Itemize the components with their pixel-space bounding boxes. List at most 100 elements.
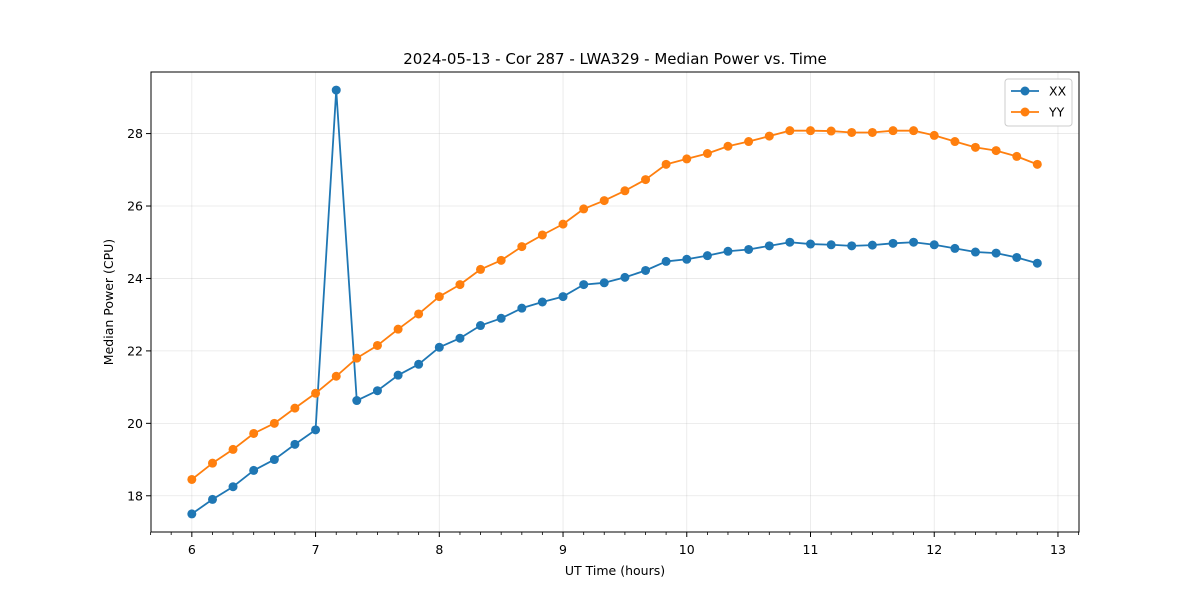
data-point-yy xyxy=(950,137,960,147)
plot-frame xyxy=(150,71,1080,533)
data-point-xx xyxy=(682,254,692,264)
legend: XX YY xyxy=(1004,78,1073,127)
data-point-yy xyxy=(372,340,382,350)
data-point-yy xyxy=(867,127,877,137)
x-tick-label: 11 xyxy=(803,542,819,557)
data-point-xx xyxy=(991,248,1001,258)
plot-background xyxy=(151,72,1079,532)
data-point-xx xyxy=(290,439,300,449)
data-point-xx xyxy=(847,241,857,251)
data-point-xx xyxy=(558,292,568,302)
data-point-xx xyxy=(723,246,733,256)
data-point-yy xyxy=(1012,151,1022,161)
y-tick-label: 26 xyxy=(127,199,143,214)
data-point-yy xyxy=(537,230,547,240)
y-tick-label: 22 xyxy=(127,343,143,358)
data-point-yy xyxy=(579,204,589,214)
data-point-xx xyxy=(537,297,547,307)
data-point-xx xyxy=(517,303,527,313)
x-tick-label: 7 xyxy=(312,542,320,557)
data-point-xx xyxy=(970,247,980,257)
data-point-xx xyxy=(744,244,754,254)
data-point-yy xyxy=(702,149,712,158)
y-tick-label: 28 xyxy=(127,126,143,141)
data-point-yy xyxy=(269,418,279,428)
data-point-yy xyxy=(929,130,939,140)
data-point-yy xyxy=(496,255,506,265)
grid-lines xyxy=(151,72,1079,532)
data-point-yy xyxy=(888,126,898,136)
legend-entry-xx: XX xyxy=(1011,84,1067,99)
data-point-yy xyxy=(806,126,815,136)
y-tick-label: 24 xyxy=(127,271,143,286)
data-point-xx xyxy=(1012,252,1022,262)
data-point-xx xyxy=(208,494,217,504)
data-point-xx xyxy=(434,342,444,352)
legend-entry-yy: YY xyxy=(1011,105,1065,120)
series-yy xyxy=(187,126,1042,484)
y-tick-label: 20 xyxy=(127,416,143,431)
data-point-xx xyxy=(785,237,795,247)
data-point-xx xyxy=(331,85,341,95)
data-point-yy xyxy=(208,458,217,468)
data-point-xx xyxy=(249,465,259,475)
series-xx xyxy=(187,85,1042,519)
chart-title: 2024-05-13 - Cor 287 - LWA329 - Median P… xyxy=(403,50,827,68)
data-point-yy xyxy=(331,371,341,381)
x-tick-label: 10 xyxy=(679,542,695,557)
x-tick-label: 12 xyxy=(926,542,942,557)
data-point-xx xyxy=(599,278,609,288)
data-point-xx xyxy=(393,370,403,380)
data-point-xx xyxy=(1032,258,1042,268)
data-point-yy xyxy=(414,309,424,319)
data-point-yy xyxy=(228,444,238,454)
data-point-xx xyxy=(579,280,589,290)
data-point-xx xyxy=(929,240,939,250)
legend-marker-yy xyxy=(1020,107,1030,117)
data-point-xx xyxy=(867,240,877,250)
data-point-xx xyxy=(269,455,279,465)
data-point-xx xyxy=(414,359,424,369)
legend-label-xx: XX xyxy=(1049,84,1067,99)
data-point-yy xyxy=(661,159,671,169)
data-point-yy xyxy=(352,353,362,363)
data-point-yy xyxy=(785,126,795,136)
x-tick-label: 13 xyxy=(1050,542,1066,557)
data-point-yy xyxy=(723,141,733,151)
legend-marker-xx xyxy=(1020,86,1030,96)
data-point-yy xyxy=(393,324,403,334)
data-point-xx xyxy=(352,396,362,406)
data-point-yy xyxy=(847,127,857,137)
plot-area: 6 7 8 9 10 11 12 13 18 20 22 24 26 28 xyxy=(127,71,1080,557)
data-point-yy xyxy=(517,242,527,252)
data-point-yy xyxy=(744,137,754,147)
data-point-yy xyxy=(991,146,1001,156)
data-point-xx xyxy=(372,386,382,396)
data-point-xx xyxy=(311,425,321,435)
data-point-xx xyxy=(187,509,197,519)
data-point-xx xyxy=(455,333,465,343)
data-point-yy xyxy=(641,175,651,185)
x-tick-label: 9 xyxy=(559,542,567,557)
data-point-yy xyxy=(620,186,630,196)
data-point-xx xyxy=(764,241,774,251)
y-axis-label: Median Power (CPU) xyxy=(101,239,116,365)
data-point-xx xyxy=(702,251,712,261)
data-point-xx xyxy=(826,240,836,250)
data-point-yy xyxy=(599,196,609,206)
x-axis-label: UT Time (hours) xyxy=(565,563,665,578)
data-point-yy xyxy=(970,142,980,152)
data-point-xx xyxy=(228,482,238,492)
data-point-xx xyxy=(496,313,506,323)
data-point-xx xyxy=(888,238,898,248)
data-point-yy xyxy=(476,264,485,274)
data-point-yy xyxy=(187,474,197,484)
data-point-xx xyxy=(806,239,815,249)
data-point-yy xyxy=(455,280,465,290)
data-point-yy xyxy=(434,292,444,302)
x-tick-label: 6 xyxy=(188,542,196,557)
data-point-yy xyxy=(909,126,919,136)
data-point-xx xyxy=(661,256,671,266)
data-point-xx xyxy=(620,272,630,282)
